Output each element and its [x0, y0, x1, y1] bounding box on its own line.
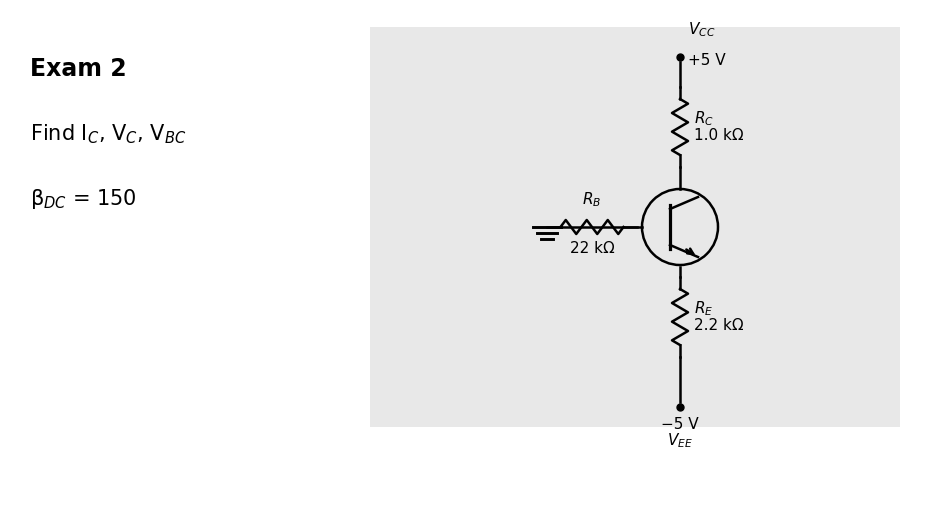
Text: Exam 2: Exam 2 — [30, 57, 127, 81]
Text: +5 V: +5 V — [688, 53, 726, 68]
Text: R$_B$: R$_B$ — [582, 190, 601, 209]
Text: 2.2 kΩ: 2.2 kΩ — [694, 317, 743, 333]
Text: Find I$_C$, V$_C$, V$_{BC}$: Find I$_C$, V$_C$, V$_{BC}$ — [30, 122, 187, 145]
Text: V$_{EE}$: V$_{EE}$ — [667, 431, 693, 450]
Text: V$_{CC}$: V$_{CC}$ — [688, 21, 715, 39]
Text: β$_{DC}$ = 150: β$_{DC}$ = 150 — [30, 187, 136, 211]
Text: 22 kΩ: 22 kΩ — [570, 241, 615, 256]
FancyBboxPatch shape — [370, 27, 900, 427]
Text: R$_C$: R$_C$ — [694, 110, 715, 129]
Text: −5 V: −5 V — [661, 417, 699, 432]
Text: 1.0 kΩ: 1.0 kΩ — [694, 128, 743, 142]
Text: R$_E$: R$_E$ — [694, 300, 714, 318]
